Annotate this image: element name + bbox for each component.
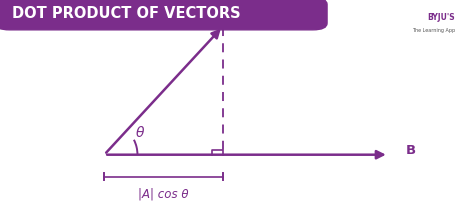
Text: BYJU'S: BYJU'S — [428, 13, 455, 22]
Text: |A| cos θ: |A| cos θ — [138, 188, 189, 201]
Text: A: A — [225, 7, 235, 20]
Text: B: B — [405, 144, 415, 157]
Text: DOT PRODUCT OF VECTORS: DOT PRODUCT OF VECTORS — [12, 6, 240, 21]
FancyBboxPatch shape — [0, 0, 327, 30]
Text: θ: θ — [136, 126, 144, 140]
Text: The Learning App: The Learning App — [412, 29, 455, 33]
